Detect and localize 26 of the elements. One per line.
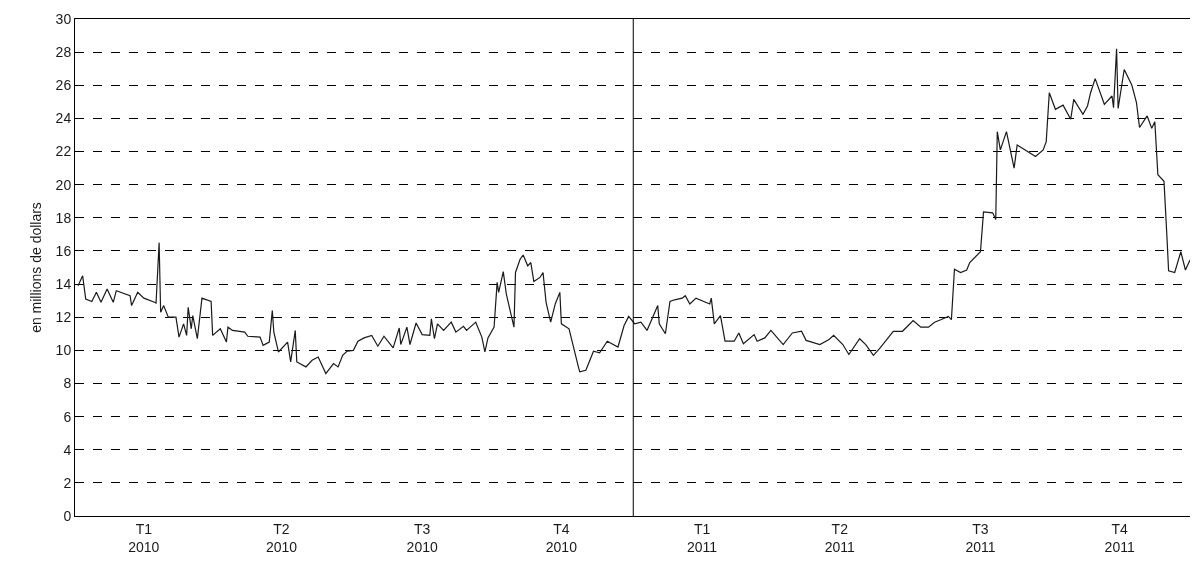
y-tick-label: 12 <box>55 309 72 326</box>
y-tick-label: 22 <box>55 143 72 160</box>
y-tick-label: 14 <box>55 275 72 292</box>
x-tick-label: T1 2010 <box>128 520 160 555</box>
y-tick-label: 18 <box>55 209 72 226</box>
y-tick-label: 10 <box>55 342 72 359</box>
y-axis-title: en millions de dollars <box>28 202 45 333</box>
y-tick-label: 30 <box>55 10 72 27</box>
x-tick-label: T4 2011 <box>1104 520 1135 555</box>
x-tick-label: T3 2010 <box>406 520 438 555</box>
line-series <box>77 48 1190 375</box>
y-tick-label: 0 <box>63 507 72 524</box>
x-tick-label: T2 2010 <box>265 520 298 555</box>
x-tick-label: T3 2011 <box>965 520 996 555</box>
y-tick-label: 24 <box>55 110 72 127</box>
y-tick-label: 6 <box>63 408 72 425</box>
y-tick-label: 26 <box>55 77 72 94</box>
x-tick-label: T4 2010 <box>545 520 578 555</box>
y-tick-label: 20 <box>55 176 72 193</box>
y-tick-label: 28 <box>55 44 72 61</box>
y-tick-label: 2 <box>63 474 72 491</box>
x-tick-label: T1 2011 <box>687 520 718 555</box>
y-tick-label: 8 <box>63 375 72 392</box>
y-tick-label: 16 <box>55 242 72 259</box>
y-tick-label: 4 <box>63 441 72 458</box>
x-tick-label: T2 2011 <box>824 520 856 555</box>
